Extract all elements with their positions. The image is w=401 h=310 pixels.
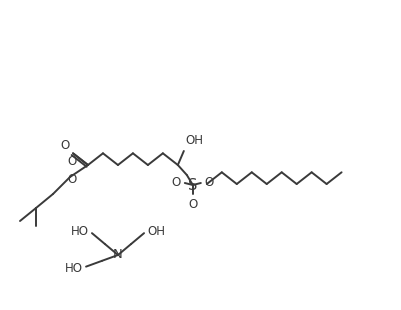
Text: N: N [113, 249, 123, 262]
Text: S: S [188, 178, 198, 193]
Text: O: O [67, 155, 77, 168]
Text: O: O [67, 173, 77, 186]
Text: OH: OH [186, 134, 204, 147]
Text: OH: OH [147, 225, 165, 238]
Text: O: O [188, 198, 197, 211]
Text: O: O [172, 176, 181, 189]
Text: HO: HO [65, 262, 83, 275]
Text: O: O [61, 139, 70, 152]
Text: HO: HO [71, 225, 89, 238]
Text: O: O [205, 176, 214, 189]
